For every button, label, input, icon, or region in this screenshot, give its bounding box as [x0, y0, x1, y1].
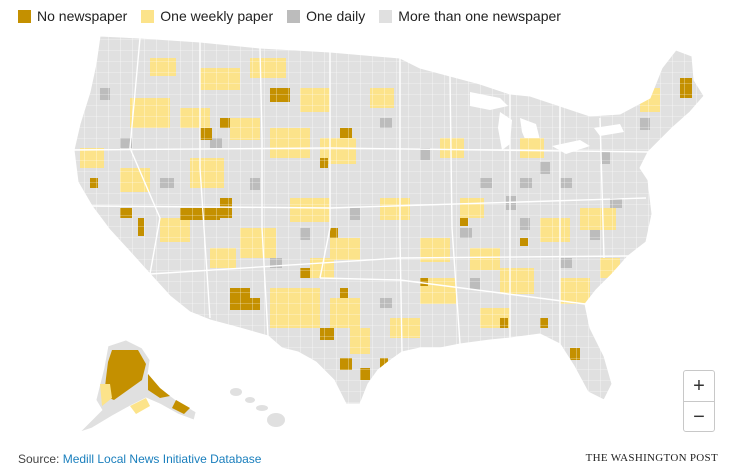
legend-label-no-newspaper: No newspaper — [37, 8, 128, 24]
conus-outline — [73, 35, 705, 405]
legend-swatch-no-newspaper — [18, 9, 31, 23]
legend-item-one-weekly: One weekly paper — [141, 8, 273, 24]
source-link[interactable]: Medill Local News Initiative Database — [62, 452, 262, 466]
zoom-out-button[interactable]: − — [684, 401, 714, 432]
source-prefix: Source: — [18, 452, 63, 466]
map-legend: No newspaper One weekly paper One daily … — [18, 8, 561, 24]
legend-label-one-daily: One daily — [306, 8, 366, 24]
legend-item-one-daily: One daily — [287, 8, 365, 24]
publisher-credit: THE WASHINGTON POST — [585, 452, 718, 464]
state-borders — [73, 37, 649, 353]
hawaii — [230, 388, 285, 427]
legend-swatch-one-weekly — [141, 9, 155, 23]
us-county-map[interactable] — [0, 28, 736, 448]
legend-item-no-newspaper: No newspaper — [18, 8, 127, 24]
zoom-control: + − — [683, 370, 715, 432]
alaska — [79, 339, 197, 433]
legend-label-more-than-one: More than one newspaper — [398, 8, 561, 24]
zoom-in-button[interactable]: + — [693, 374, 705, 397]
legend-swatch-more-than-one — [379, 9, 393, 23]
legend-item-more-than-one: More than one newspaper — [379, 8, 561, 24]
footer: Source: Medill Local News Initiative Dat… — [0, 452, 736, 472]
legend-swatch-one-daily — [287, 9, 301, 23]
legend-label-one-weekly: One weekly paper — [160, 8, 274, 24]
source-line: Source: Medill Local News Initiative Dat… — [18, 452, 261, 466]
